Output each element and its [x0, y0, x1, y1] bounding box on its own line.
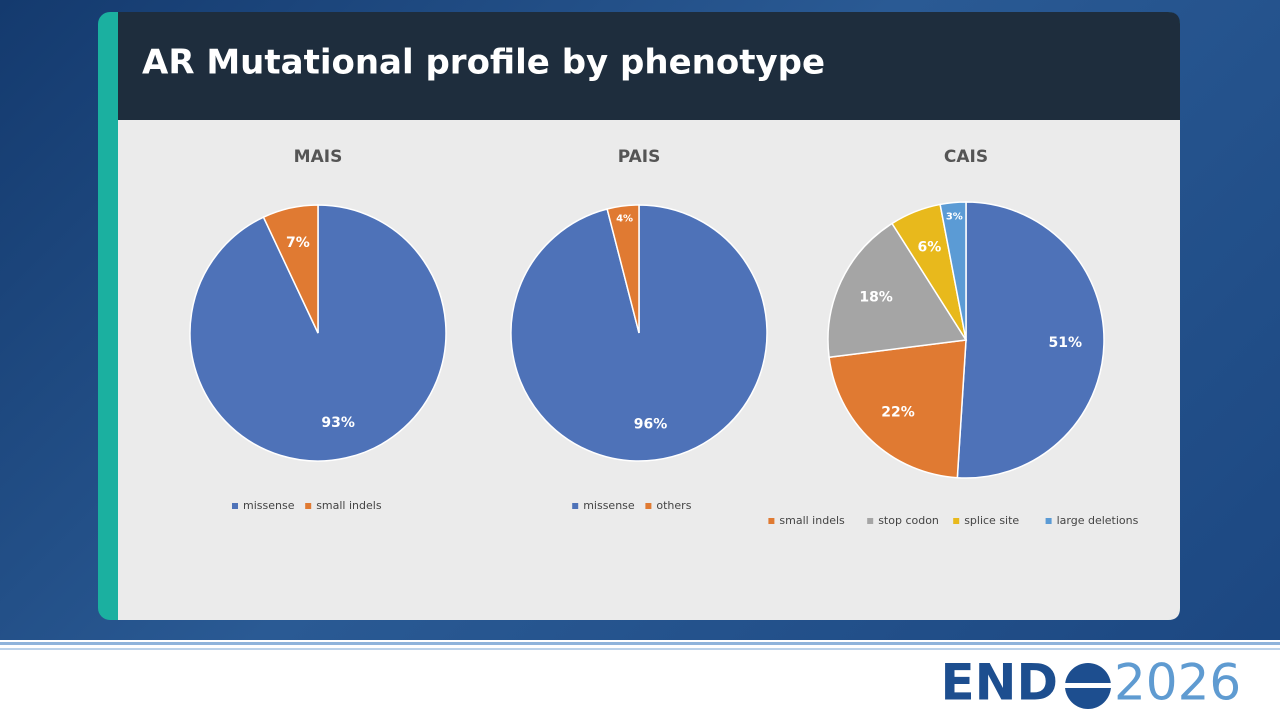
data-label: 3% [946, 211, 963, 222]
pie-slice [606, 204, 640, 334]
logo-left: END [940, 654, 1058, 712]
header [118, 12, 1180, 120]
chart-title: MAIS [294, 147, 343, 167]
chart-title: CAIS [944, 147, 988, 167]
footer-line [0, 642, 1280, 645]
legend-label: others [656, 499, 691, 512]
pie-slice [939, 201, 967, 341]
legend-swatch [768, 518, 775, 524]
logo-right: 2026 [1114, 654, 1241, 712]
legend-swatch [645, 503, 652, 509]
pie-slice [827, 222, 968, 359]
pie-slice [956, 201, 1105, 479]
legend-label: stop codon [878, 514, 939, 527]
legend-label: splice site [964, 514, 1019, 527]
legend-swatch [572, 503, 579, 509]
data-label: 7% [286, 235, 310, 251]
slide-title: AR Mutational profile by phenotype [142, 43, 825, 83]
data-label: 93% [321, 415, 355, 431]
data-label: 51% [1049, 335, 1083, 351]
legend-label: small indels [316, 499, 382, 512]
legend-label: large deletions [1057, 514, 1139, 527]
logo-globe-stripe [1064, 683, 1112, 688]
data-label: 4% [616, 214, 633, 225]
data-label: 22% [881, 404, 915, 420]
legend-label: missense [243, 499, 295, 512]
data-label: 6% [918, 240, 942, 256]
legend-swatch [953, 518, 960, 524]
legend-label: small indels [779, 514, 845, 527]
chart-title: PAIS [618, 147, 661, 167]
legend-swatch [1045, 518, 1052, 524]
legend-swatch [232, 503, 238, 509]
footer-line [0, 648, 1280, 650]
data-label: 18% [859, 290, 893, 306]
pie-slice [262, 204, 319, 334]
data-label: 96% [634, 416, 668, 432]
pie-slice [828, 339, 967, 479]
legend-swatch [305, 503, 312, 509]
legend-label: missense [583, 499, 635, 512]
legend-swatch [867, 518, 874, 524]
